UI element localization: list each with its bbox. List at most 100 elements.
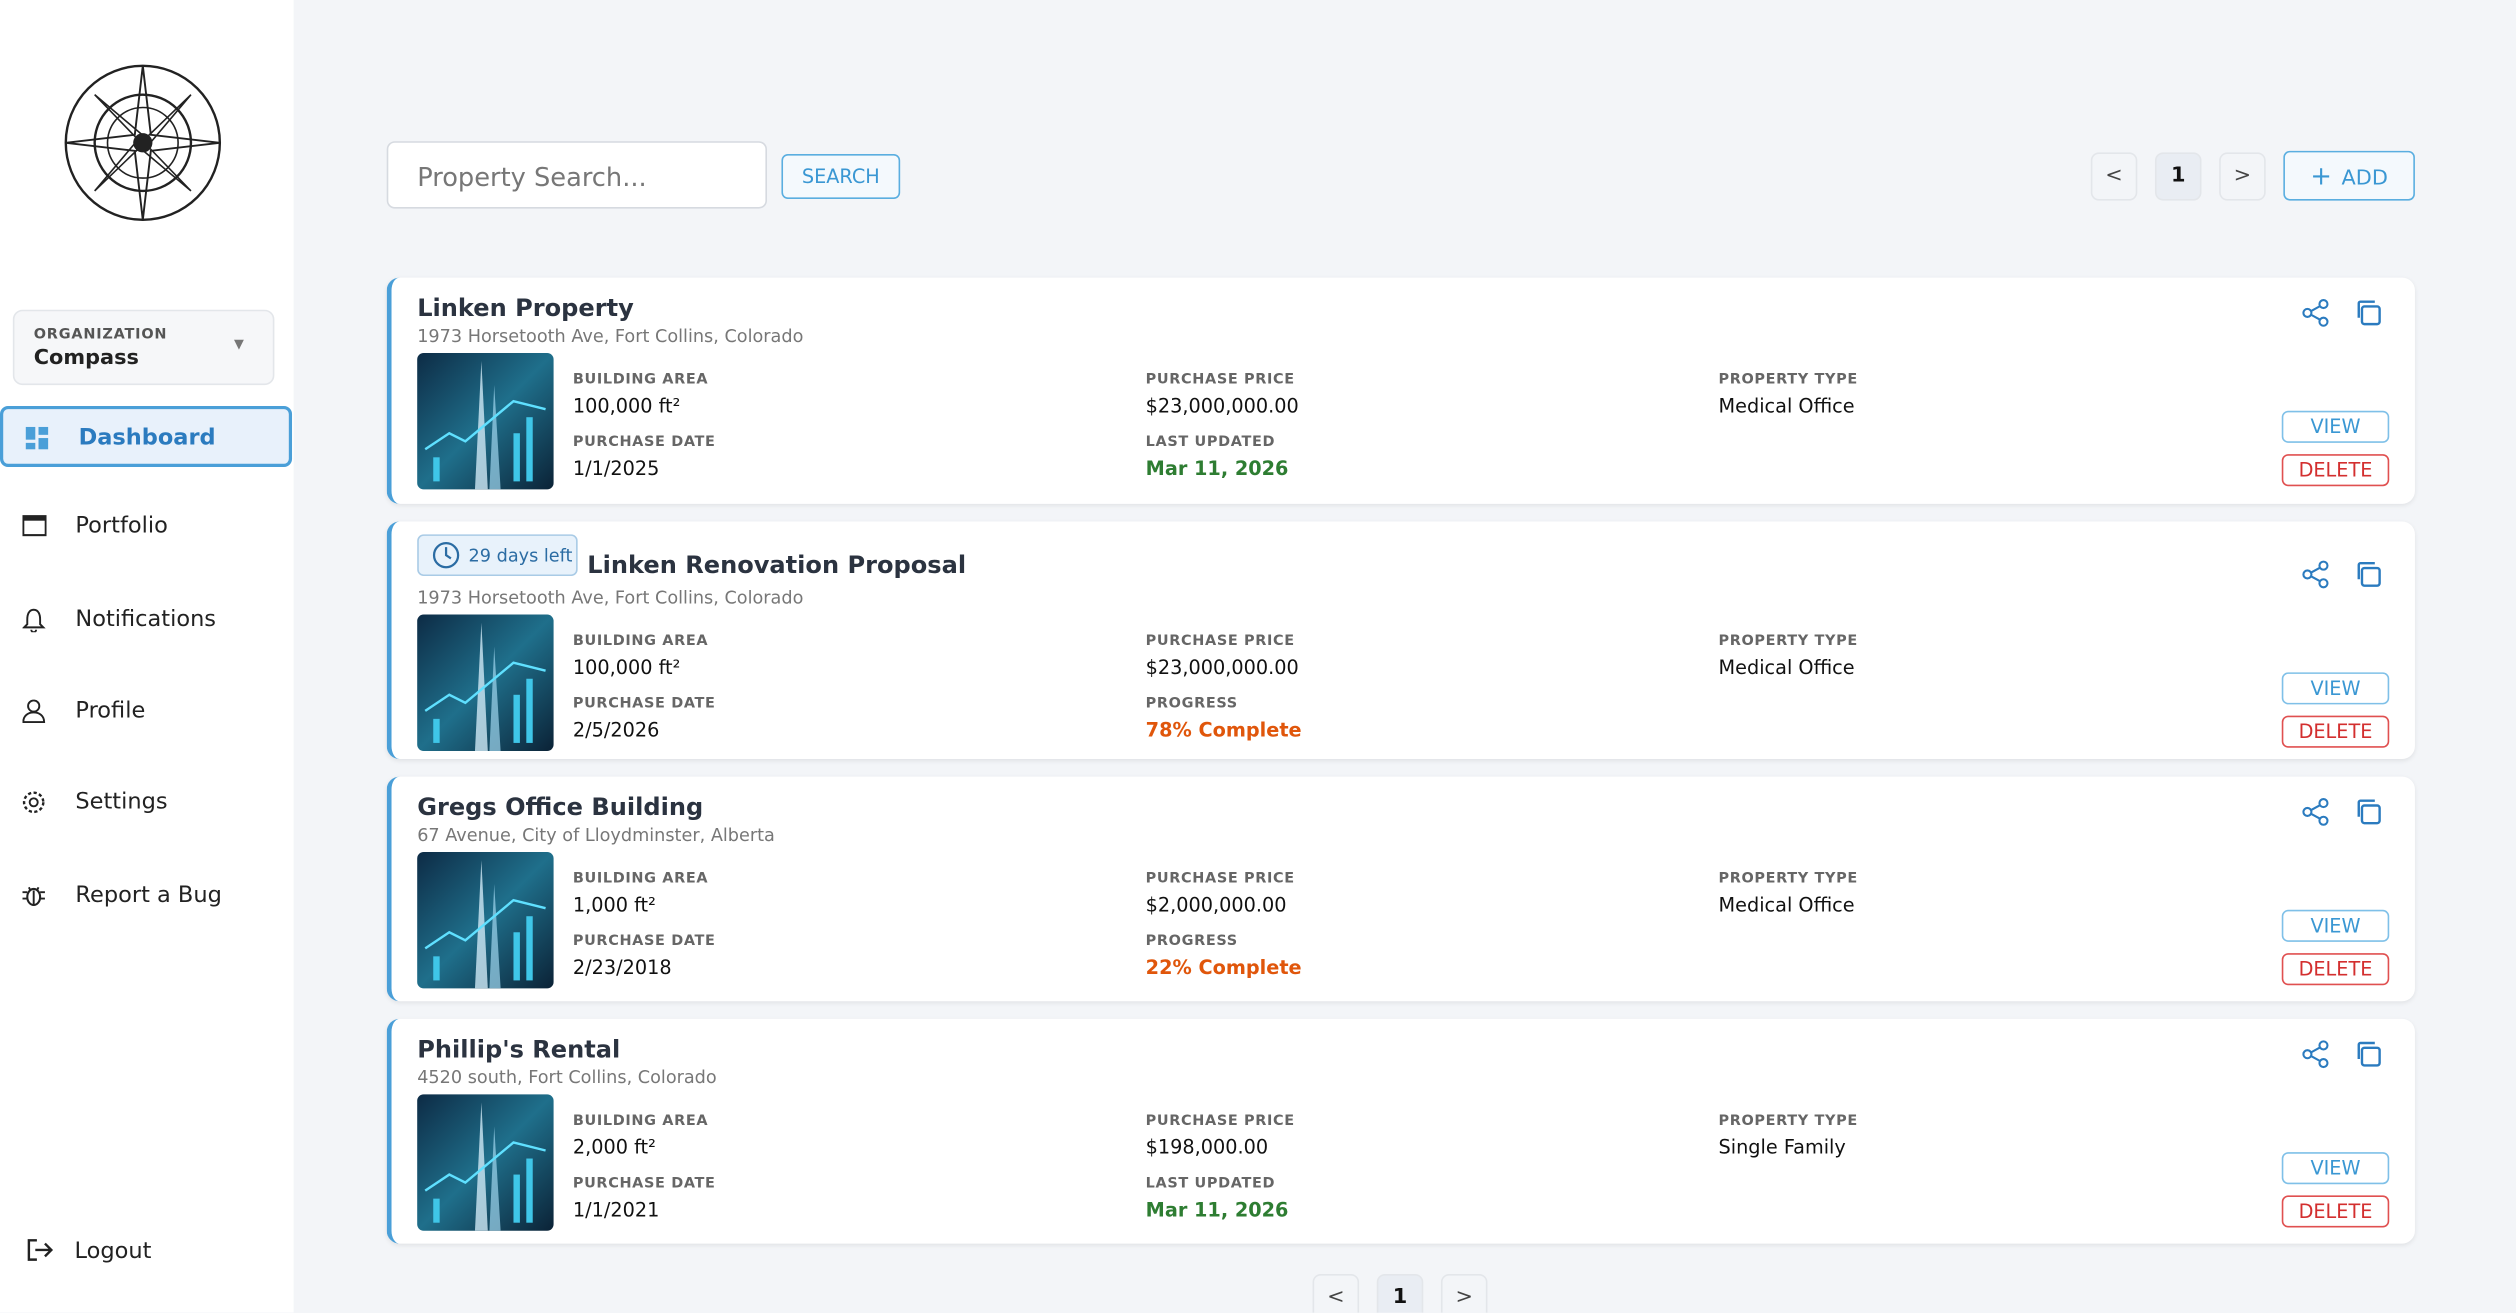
field-label: PURCHASE DATE xyxy=(572,933,716,950)
property-card: 29 days left Linken Renovation Proposal 19… xyxy=(386,521,2415,759)
field-value: $23,000,000.00 xyxy=(1145,394,1299,418)
nav-icon xyxy=(25,426,49,450)
field-label: LAST UPDATED xyxy=(1145,1176,1276,1193)
delete-button[interactable]: DELETE xyxy=(2281,1195,2390,1228)
property-card: Phillip's Rental 4520 south, Fort Collins… xyxy=(386,1018,2415,1244)
nav-icon xyxy=(22,608,46,633)
field-label: BUILDING AREA xyxy=(572,372,709,389)
field-value: $2,000,000.00 xyxy=(1145,893,1287,917)
nav-label: Report a Bug xyxy=(75,882,222,909)
delete-button[interactable]: DELETE xyxy=(2281,953,2390,986)
field-label: PURCHASE PRICE xyxy=(1145,634,1295,651)
field-label: BUILDING AREA xyxy=(572,871,709,888)
badge-text: 29 days left xyxy=(468,545,573,567)
nav-item[interactable]: Profile xyxy=(0,682,292,743)
property-name[interactable]: Linken Renovation Proposal xyxy=(587,550,967,580)
field-value: 100,000 ft² xyxy=(572,394,681,418)
field-label: PROPERTY TYPE xyxy=(1718,871,1858,888)
delete-button[interactable]: DELETE xyxy=(2281,454,2390,487)
property-name[interactable]: Gregs Office Building xyxy=(417,792,704,822)
property-image xyxy=(417,1094,554,1231)
property-name[interactable]: Phillip's Rental xyxy=(417,1034,621,1064)
view-button[interactable]: VIEW xyxy=(2281,909,2390,942)
field-label: PROGRESS xyxy=(1145,696,1238,713)
current-page[interactable]: 1 xyxy=(1376,1274,1424,1313)
nav-item[interactable]: Report a Bug xyxy=(0,866,292,927)
share-icon xyxy=(2302,299,2329,327)
search-button[interactable]: SEARCH xyxy=(781,154,901,199)
next-page[interactable]: > xyxy=(2219,152,2266,201)
prev-page[interactable]: < xyxy=(2090,152,2138,201)
organization-name: Compass xyxy=(33,346,139,371)
copy-button[interactable] xyxy=(2354,298,2383,333)
property-card: Linken Property 1973 Horsetooth Ave, Fort… xyxy=(386,277,2415,504)
next-page[interactable]: > xyxy=(1440,1274,1488,1313)
field-label: PROPERTY TYPE xyxy=(1718,372,1858,389)
nav-icon xyxy=(22,515,47,537)
dropdown-caret: ▼ xyxy=(234,336,244,352)
field-value: Medical Office xyxy=(1718,893,1855,917)
copy-button[interactable] xyxy=(2354,1040,2383,1075)
nav-label: Portfolio xyxy=(75,513,168,540)
field-value: 78% Complete xyxy=(1145,719,1302,742)
field-label: LAST UPDATED xyxy=(1145,434,1276,451)
search-input[interactable]: Property Search... xyxy=(386,141,767,209)
field-value: 2/5/2026 xyxy=(572,719,660,742)
field-value: 1/1/2025 xyxy=(572,457,660,480)
field-label: PROPERTY TYPE xyxy=(1718,634,1858,651)
property-image xyxy=(417,614,554,752)
share-button[interactable] xyxy=(2301,1040,2330,1075)
share-button[interactable] xyxy=(2301,560,2330,595)
logout-button[interactable]: Logout xyxy=(26,1237,152,1265)
nav-icon xyxy=(22,886,45,907)
nav-item[interactable]: Settings xyxy=(0,773,292,834)
prev-page[interactable]: < xyxy=(1312,1274,1360,1313)
nav-label: Settings xyxy=(75,789,168,816)
field-value: Mar 11, 2026 xyxy=(1145,457,1289,480)
property-name[interactable]: Linken Property xyxy=(417,293,634,323)
property-address: 4520 south, Fort Collins, Colorado xyxy=(417,1067,717,1088)
search-placeholder: Property Search... xyxy=(417,162,647,193)
view-button[interactable]: VIEW xyxy=(2281,410,2390,443)
field-label: PURCHASE PRICE xyxy=(1145,1113,1295,1130)
add-button[interactable]: + ADD xyxy=(2283,150,2415,201)
field-label: PURCHASE DATE xyxy=(572,1176,716,1193)
logo xyxy=(64,64,222,222)
nav-icon xyxy=(22,699,46,724)
share-button[interactable] xyxy=(2301,797,2330,832)
field-label: PURCHASE PRICE xyxy=(1145,372,1295,389)
share-button[interactable] xyxy=(2301,298,2330,333)
field-label: PURCHASE DATE xyxy=(572,696,716,713)
copy-button[interactable] xyxy=(2354,560,2383,595)
nav-item[interactable]: Notifications xyxy=(0,590,292,651)
property-address: 1973 Horsetooth Ave, Fort Collins, Color… xyxy=(417,587,804,609)
field-label: PURCHASE DATE xyxy=(572,434,716,451)
property-image xyxy=(417,353,554,490)
nav-label: Dashboard xyxy=(78,425,216,451)
property-card: Gregs Office Building 67 Avenue, City of … xyxy=(386,776,2415,1002)
nav-label: Notifications xyxy=(75,606,217,633)
copy-icon xyxy=(2357,300,2381,326)
field-value: 1/1/2021 xyxy=(572,1198,660,1222)
nav-item[interactable]: Dashboard xyxy=(0,405,293,467)
organization-select[interactable]: ORGANIZATION Compass ▼ xyxy=(12,309,275,386)
logout-label: Logout xyxy=(74,1238,152,1265)
field-value: Medical Office xyxy=(1718,656,1855,680)
field-label: BUILDING AREA xyxy=(572,1113,709,1130)
view-button[interactable]: VIEW xyxy=(2281,672,2390,705)
current-page[interactable]: 1 xyxy=(2154,152,2202,201)
clock-icon xyxy=(432,542,460,569)
delete-button[interactable]: DELETE xyxy=(2281,715,2390,749)
view-button[interactable]: VIEW xyxy=(2281,1152,2390,1185)
copy-icon xyxy=(2357,799,2381,825)
field-value: 1,000 ft² xyxy=(572,893,656,917)
field-label: PROGRESS xyxy=(1145,933,1238,950)
field-value: $23,000,000.00 xyxy=(1145,656,1299,680)
copy-button[interactable] xyxy=(2354,797,2383,832)
field-value: 22% Complete xyxy=(1145,956,1302,979)
nav-item[interactable]: Portfolio xyxy=(0,497,292,558)
field-value: Medical Office xyxy=(1718,394,1855,418)
sidebar: ORGANIZATION Compass ▼ Dashboard Portfoli… xyxy=(0,0,294,1313)
nav-label: Profile xyxy=(75,698,146,724)
